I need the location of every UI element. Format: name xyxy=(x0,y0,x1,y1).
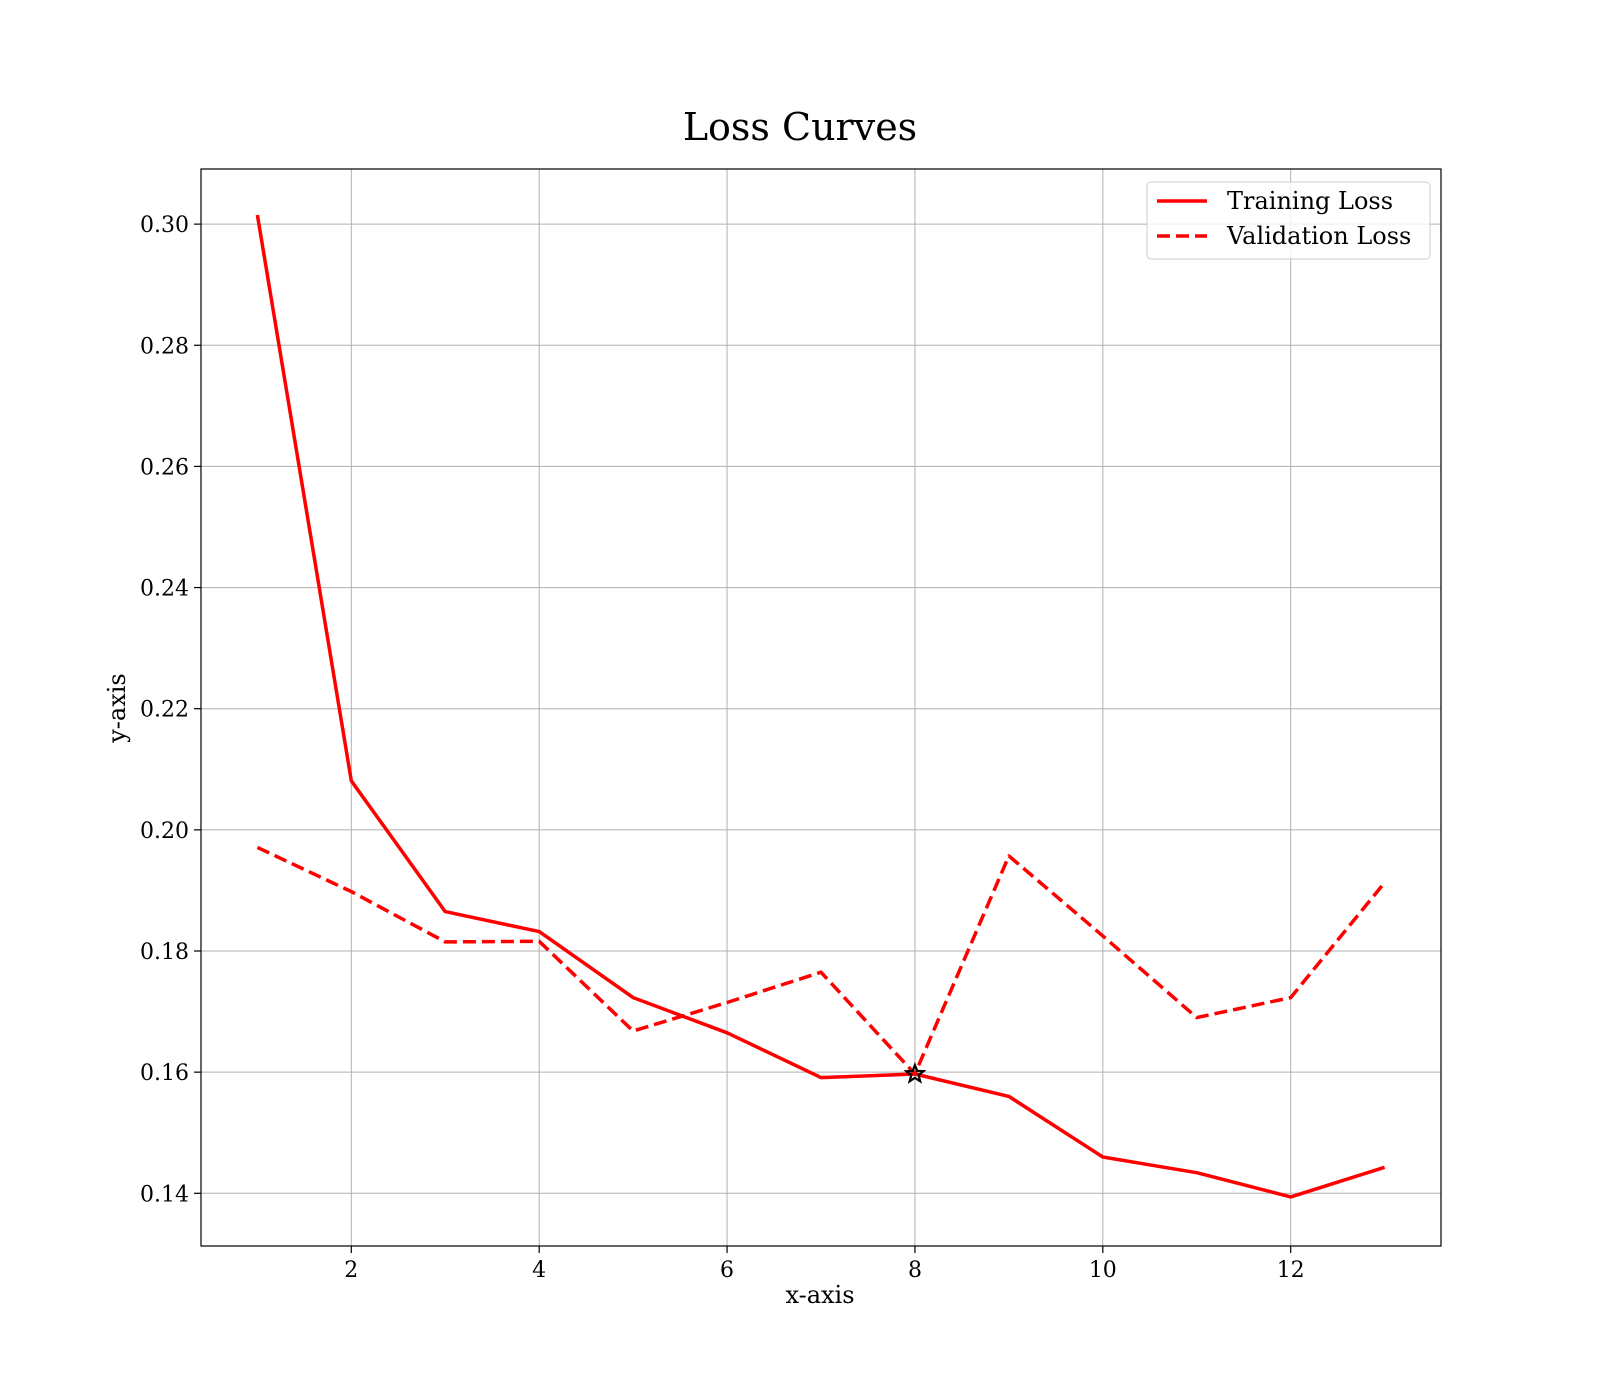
y-tick-label: 0.28 xyxy=(140,334,189,359)
y-tick-label: 0.24 xyxy=(140,577,189,602)
y-axis-label: y-axis xyxy=(103,673,131,744)
y-tick-label: 0.20 xyxy=(140,819,189,844)
x-tick-label: 4 xyxy=(532,1258,546,1283)
y-tick-label: 0.16 xyxy=(140,1061,189,1086)
y-tick-label: 0.30 xyxy=(140,213,189,238)
series-line-training-loss xyxy=(255,214,1386,1199)
series-line-validation-loss xyxy=(256,845,1386,1076)
x-tick-label: 2 xyxy=(344,1258,358,1283)
y-tick-label: 0.22 xyxy=(140,698,189,723)
markers xyxy=(903,1061,927,1084)
y-tick-label: 0.14 xyxy=(140,1182,189,1207)
x-tick-label: 8 xyxy=(908,1258,922,1283)
x-tick-label: 6 xyxy=(720,1258,734,1283)
legend-training-label: Training Loss xyxy=(1227,187,1393,215)
grid-lines xyxy=(201,169,1441,1246)
axes-frame xyxy=(200,168,1442,1247)
x-ticks: 2 4 6 8 10 12 xyxy=(344,1246,1305,1283)
legend-validation-label: Validation Loss xyxy=(1226,222,1411,250)
x-axis-label: x-axis xyxy=(785,1281,854,1309)
y-tick-label: 0.18 xyxy=(140,940,189,965)
series-lines xyxy=(255,214,1386,1199)
y-tick-label: 0.26 xyxy=(140,455,189,480)
legend: Training Loss Validation Loss xyxy=(1146,181,1431,260)
x-tick-label: 12 xyxy=(1277,1258,1305,1283)
y-ticks: 0.14 0.16 0.18 0.20 0.22 0.24 0.26 0.28 0.30 xyxy=(140,213,201,1207)
best-epoch-star-marker xyxy=(903,1061,927,1084)
chart-title: Loss Curves xyxy=(683,105,917,149)
legend-frame xyxy=(1146,181,1431,260)
x-tick-label: 10 xyxy=(1089,1258,1117,1283)
